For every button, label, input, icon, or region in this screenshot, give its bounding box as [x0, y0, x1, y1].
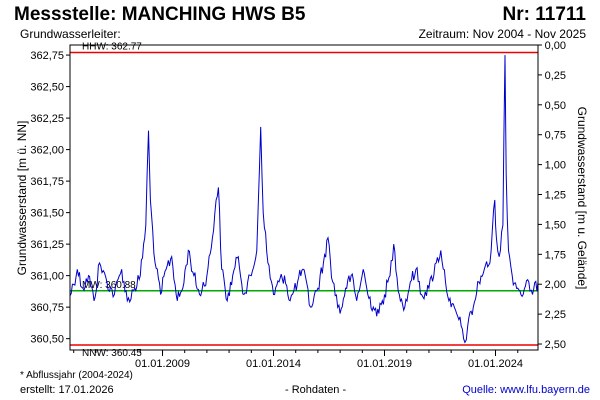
created-date: erstellt: 17.01.2026 — [20, 384, 114, 396]
x-tick-label: 01.01.2024 — [468, 358, 523, 370]
plot-frame — [69, 44, 539, 351]
y2-tick-label: 1,25 — [545, 190, 566, 202]
station-number: Nr: 11711 — [502, 4, 586, 25]
y-tick-label: 362,50 — [30, 82, 64, 94]
y2-tick-label: 1,50 — [545, 219, 566, 231]
footnote: * Abflussjahr (2004-2024) — [20, 370, 133, 381]
y-tick-label: 361,25 — [30, 239, 64, 251]
page-title: Messstelle: MANCHING HWS B5 — [14, 4, 306, 25]
series-line — [69, 55, 539, 344]
x-tick-label: 01.01.2009 — [135, 358, 190, 370]
ref-label-hhw: HHW: 362.77 — [82, 42, 142, 53]
y2-tick-label: 1,00 — [545, 160, 566, 172]
raw-data-label: - Rohdaten - — [285, 384, 347, 396]
x-tick-label: 01.01.2014 — [246, 358, 301, 370]
y-axis-label: Grundwasserstand [m ü. NN] — [15, 121, 29, 276]
y2-tick-label: 2,25 — [545, 309, 566, 321]
y2-tick-label: 1,75 — [545, 249, 566, 261]
y2-tick-label: 0,00 — [545, 40, 566, 52]
y2-tick-label: 2,50 — [545, 339, 566, 351]
x-tick-label: 01.01.2019 — [357, 358, 412, 370]
y-tick-label: 360,75 — [30, 302, 64, 314]
y2-tick-label: 0,75 — [545, 130, 566, 142]
y-tick-label: 362,25 — [30, 113, 64, 125]
y2-axis-label: Grundwasserstand [m u. Gelände] — [575, 107, 589, 290]
y-tick-label: 361,50 — [30, 208, 64, 220]
source-link[interactable]: Quelle: www.lfu.bayern.de — [462, 384, 590, 396]
y-tick-label: 361,75 — [30, 176, 64, 188]
y-tick-label: 362,00 — [30, 145, 64, 157]
y2-tick-label: 0,50 — [545, 100, 566, 112]
y-tick-label: 360,50 — [30, 334, 64, 346]
aquifer-label: Grundwasserleiter: — [20, 27, 121, 41]
ref-label-nnw: NNW: 360.45 — [82, 348, 142, 359]
ref-label-mw: MW: 360.88 — [82, 280, 136, 291]
period-label: Zeitraum: Nov 2004 - Nov 2025 — [418, 27, 586, 41]
y-tick-label: 362,75 — [30, 50, 64, 62]
y-tick-label: 361,00 — [30, 271, 64, 283]
y2-tick-label: 2,00 — [545, 279, 566, 291]
y2-tick-label: 0,25 — [545, 70, 566, 82]
